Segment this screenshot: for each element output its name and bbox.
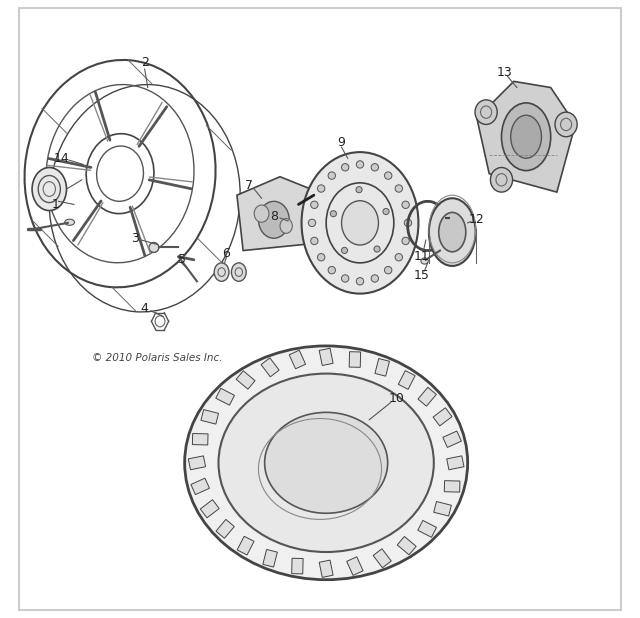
Polygon shape [289,350,306,369]
Polygon shape [433,408,452,426]
Ellipse shape [65,219,74,226]
Ellipse shape [402,201,410,208]
Ellipse shape [402,237,410,245]
Ellipse shape [555,112,577,137]
Text: 3: 3 [131,232,140,245]
Polygon shape [397,536,416,555]
Polygon shape [349,352,360,367]
Text: 5: 5 [177,253,186,266]
Ellipse shape [511,115,541,158]
Polygon shape [373,549,391,568]
Ellipse shape [310,201,318,208]
Ellipse shape [356,277,364,285]
Polygon shape [443,431,461,447]
Polygon shape [444,481,460,492]
Polygon shape [319,348,333,365]
Text: 15: 15 [413,269,429,282]
Text: 11: 11 [413,250,429,263]
Text: 1: 1 [51,198,60,211]
Ellipse shape [439,213,466,252]
Polygon shape [200,500,220,518]
Ellipse shape [259,201,289,239]
Ellipse shape [404,219,412,227]
Polygon shape [319,560,333,577]
Text: 2: 2 [141,56,148,69]
Text: 4: 4 [141,302,148,316]
Ellipse shape [429,198,476,266]
Ellipse shape [502,103,550,171]
Polygon shape [193,433,208,445]
Ellipse shape [395,185,403,192]
Ellipse shape [371,164,378,171]
Polygon shape [236,371,255,389]
Text: 13: 13 [497,66,513,78]
Ellipse shape [385,172,392,179]
Ellipse shape [317,253,325,261]
Text: 10: 10 [389,392,405,405]
Polygon shape [188,456,205,470]
Ellipse shape [330,211,337,217]
Polygon shape [191,478,209,494]
Ellipse shape [383,208,389,214]
Ellipse shape [149,242,159,252]
Text: 9: 9 [337,137,346,150]
Ellipse shape [328,172,335,179]
Ellipse shape [475,100,497,124]
Ellipse shape [342,201,378,245]
Ellipse shape [356,187,362,193]
Polygon shape [447,456,464,470]
Ellipse shape [232,263,246,281]
Ellipse shape [310,237,318,245]
Ellipse shape [356,161,364,168]
Text: © 2010 Polaris Sales Inc.: © 2010 Polaris Sales Inc. [92,353,223,363]
Polygon shape [237,177,311,250]
Polygon shape [261,358,279,377]
Ellipse shape [374,246,380,252]
Polygon shape [216,519,234,538]
Polygon shape [347,557,363,575]
Ellipse shape [254,205,269,222]
Ellipse shape [317,185,325,192]
Ellipse shape [301,152,419,294]
Polygon shape [201,410,219,424]
Ellipse shape [214,263,229,281]
Ellipse shape [342,164,349,171]
Ellipse shape [342,275,349,282]
Ellipse shape [385,266,392,274]
Ellipse shape [308,219,316,227]
Text: 8: 8 [270,210,278,223]
Text: 14: 14 [54,152,70,165]
Ellipse shape [341,247,348,253]
Polygon shape [263,549,277,567]
Ellipse shape [326,183,394,263]
Ellipse shape [371,275,378,282]
Polygon shape [418,387,436,406]
Polygon shape [434,502,451,516]
Text: 7: 7 [245,179,253,192]
Polygon shape [477,82,575,192]
Text: 6: 6 [223,247,230,260]
Ellipse shape [328,266,335,274]
Polygon shape [216,388,234,405]
Polygon shape [375,358,390,376]
Polygon shape [418,520,436,537]
Ellipse shape [490,167,513,192]
Ellipse shape [32,167,67,211]
Text: 12: 12 [469,213,484,226]
Ellipse shape [280,219,292,234]
Ellipse shape [218,374,434,552]
Ellipse shape [421,258,428,264]
Ellipse shape [395,253,403,261]
Polygon shape [292,558,303,574]
Ellipse shape [185,346,468,580]
Ellipse shape [264,412,388,514]
Polygon shape [398,371,415,389]
Polygon shape [237,536,254,555]
